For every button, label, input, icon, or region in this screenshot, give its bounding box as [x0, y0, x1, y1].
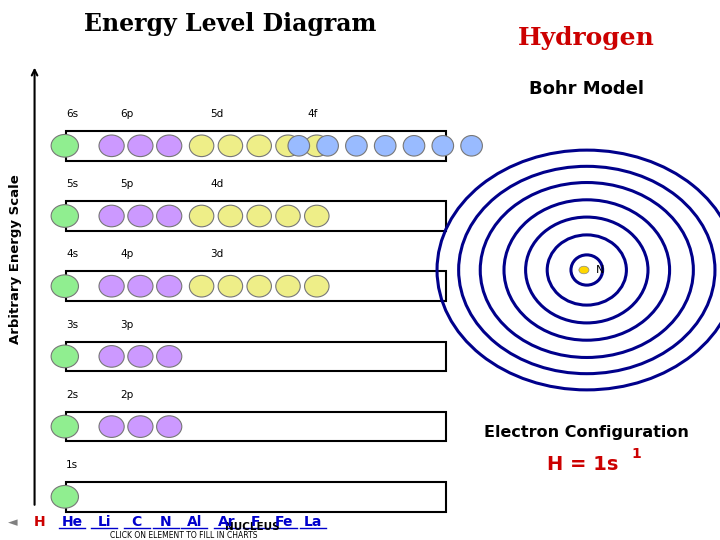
- Text: 3d: 3d: [210, 249, 223, 260]
- Ellipse shape: [288, 136, 310, 156]
- Ellipse shape: [157, 135, 181, 157]
- Ellipse shape: [99, 275, 124, 297]
- Text: 5d: 5d: [210, 109, 223, 119]
- Text: Hydrogen: Hydrogen: [518, 26, 655, 50]
- Ellipse shape: [317, 136, 338, 156]
- Ellipse shape: [189, 275, 214, 297]
- Text: NUCLEUS: NUCLEUS: [225, 522, 279, 532]
- Text: 2s: 2s: [66, 390, 78, 400]
- Text: H = 1s: H = 1s: [547, 455, 618, 474]
- Text: N: N: [595, 265, 604, 275]
- Ellipse shape: [128, 275, 153, 297]
- Circle shape: [579, 266, 589, 274]
- Text: 5p: 5p: [120, 179, 133, 190]
- Ellipse shape: [128, 205, 153, 227]
- Text: 4f: 4f: [307, 109, 318, 119]
- Ellipse shape: [276, 135, 300, 157]
- Ellipse shape: [128, 346, 153, 367]
- Ellipse shape: [247, 205, 271, 227]
- Text: 6s: 6s: [66, 109, 78, 119]
- Ellipse shape: [128, 135, 153, 157]
- Ellipse shape: [218, 135, 243, 157]
- Text: Al: Al: [186, 515, 202, 529]
- Text: 3p: 3p: [120, 320, 133, 329]
- Ellipse shape: [51, 205, 78, 227]
- Text: 3s: 3s: [66, 320, 78, 329]
- Text: Bohr Model: Bohr Model: [529, 80, 644, 98]
- Ellipse shape: [51, 134, 78, 157]
- Ellipse shape: [128, 416, 153, 437]
- Ellipse shape: [99, 416, 124, 437]
- Ellipse shape: [403, 136, 425, 156]
- Ellipse shape: [189, 135, 214, 157]
- Ellipse shape: [218, 275, 243, 297]
- FancyBboxPatch shape: [66, 131, 446, 160]
- Text: He: He: [61, 515, 83, 529]
- Text: 5s: 5s: [66, 179, 78, 190]
- FancyBboxPatch shape: [66, 342, 446, 372]
- Ellipse shape: [157, 346, 181, 367]
- Ellipse shape: [99, 135, 124, 157]
- Text: 4s: 4s: [66, 249, 78, 260]
- Ellipse shape: [461, 136, 482, 156]
- Text: 1s: 1s: [66, 460, 78, 470]
- Text: C: C: [132, 515, 142, 529]
- Text: CLICK ON ELEMENT TO FILL IN CHARTS: CLICK ON ELEMENT TO FILL IN CHARTS: [110, 531, 257, 540]
- Ellipse shape: [51, 275, 78, 298]
- Ellipse shape: [157, 275, 181, 297]
- FancyBboxPatch shape: [66, 411, 446, 442]
- Text: La: La: [304, 515, 323, 529]
- Ellipse shape: [374, 136, 396, 156]
- Ellipse shape: [276, 205, 300, 227]
- Text: 2p: 2p: [120, 390, 133, 400]
- Text: H: H: [34, 515, 45, 529]
- Ellipse shape: [305, 205, 329, 227]
- Text: 1: 1: [631, 447, 642, 461]
- Ellipse shape: [432, 136, 454, 156]
- Ellipse shape: [305, 135, 329, 157]
- Ellipse shape: [51, 485, 78, 508]
- FancyBboxPatch shape: [66, 482, 446, 512]
- Text: Arbitrary Energy Scale: Arbitrary Energy Scale: [9, 174, 22, 344]
- Text: ◄: ◄: [8, 516, 18, 529]
- Ellipse shape: [99, 205, 124, 227]
- Text: Electron Configuration: Electron Configuration: [485, 424, 689, 440]
- Text: Ar: Ar: [218, 515, 235, 529]
- Ellipse shape: [189, 205, 214, 227]
- Ellipse shape: [51, 415, 78, 438]
- Text: F: F: [251, 515, 261, 529]
- Ellipse shape: [99, 346, 124, 367]
- Text: 4p: 4p: [120, 249, 133, 260]
- Text: Fe: Fe: [275, 515, 294, 529]
- Ellipse shape: [346, 136, 367, 156]
- Text: 4d: 4d: [210, 179, 223, 190]
- Text: Li: Li: [98, 515, 111, 529]
- FancyBboxPatch shape: [66, 271, 446, 301]
- Ellipse shape: [51, 345, 78, 368]
- Text: N: N: [160, 515, 171, 529]
- Ellipse shape: [276, 275, 300, 297]
- Ellipse shape: [218, 205, 243, 227]
- Ellipse shape: [157, 416, 181, 437]
- Ellipse shape: [247, 275, 271, 297]
- Text: 6p: 6p: [120, 109, 133, 119]
- Ellipse shape: [247, 135, 271, 157]
- Text: Energy Level Diagram: Energy Level Diagram: [84, 12, 377, 36]
- Ellipse shape: [305, 275, 329, 297]
- FancyBboxPatch shape: [66, 201, 446, 231]
- Ellipse shape: [157, 205, 181, 227]
